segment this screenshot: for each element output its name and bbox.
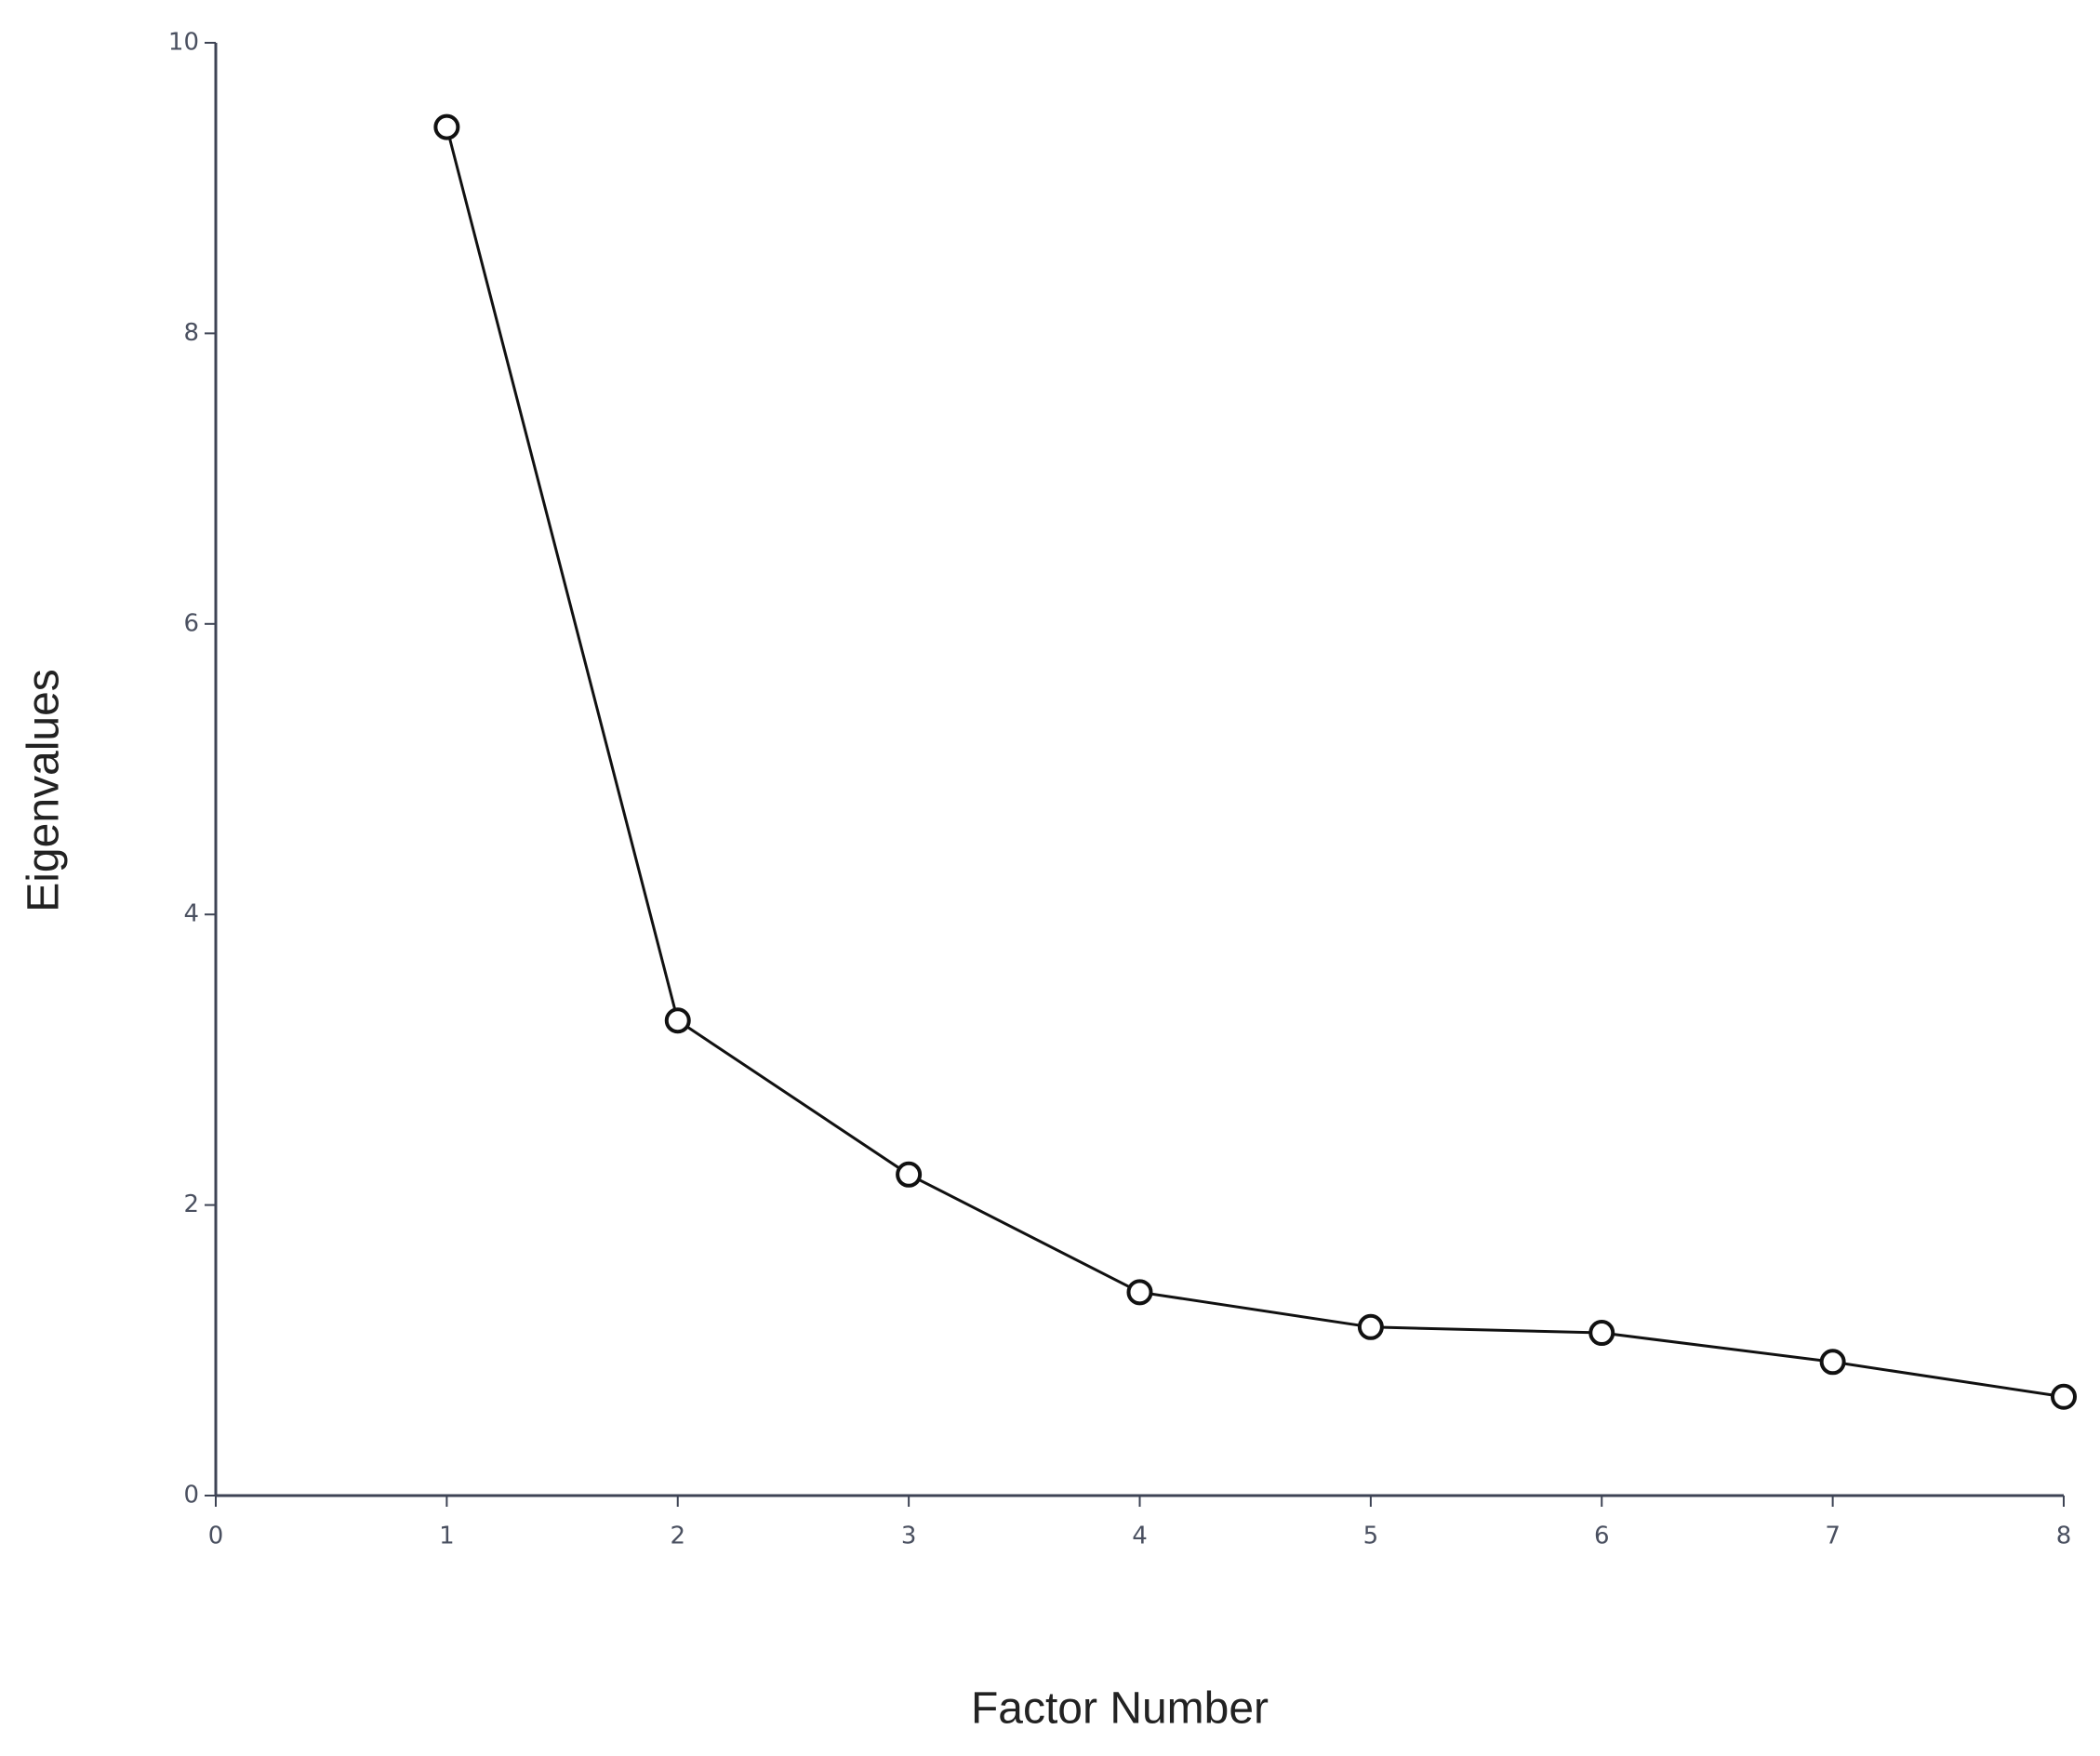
x-axis-title: Factor Number [971,1684,1269,1734]
y-tick-label: 4 [183,900,199,928]
x-tick-label: 3 [901,1523,917,1550]
point [2051,1383,2077,1410]
point [1357,1313,1384,1340]
y-tick-label: 2 [183,1191,199,1218]
point [433,113,460,140]
point [1588,1320,1615,1347]
y-tick-label: 8 [183,319,199,347]
y-axis-title: Eigenvalues [20,669,69,912]
y-tick-label: 10 [168,29,199,57]
point [1126,1279,1153,1306]
point [1819,1349,1846,1376]
y-tick-label: 0 [183,1482,199,1510]
x-tick-label: 5 [1363,1523,1379,1550]
x-tick-label: 7 [1825,1523,1841,1550]
x-tick-label: 8 [2056,1523,2072,1550]
x-tick-label: 4 [1132,1523,1148,1550]
y-tick-label: 6 [183,609,199,637]
x-tick-label: 0 [208,1523,224,1550]
line [445,126,2065,1399]
point [664,1007,691,1034]
x-tick-label: 1 [439,1523,455,1550]
x-tick-label: 6 [1594,1523,1610,1550]
x-tick-label: 2 [670,1523,685,1550]
point [896,1161,923,1188]
